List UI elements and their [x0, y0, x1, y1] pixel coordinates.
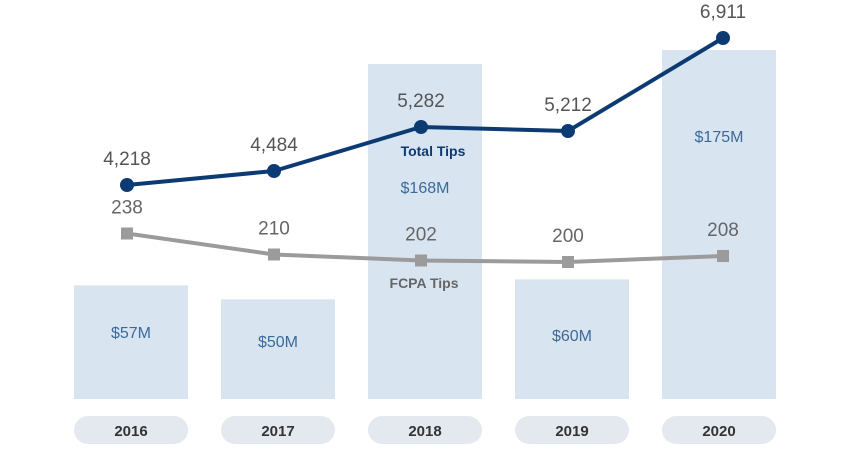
year-pill-2017: [221, 416, 335, 444]
total-tips-point-2016: [120, 178, 134, 192]
fcpa-tips-value-2020: 208: [707, 220, 739, 241]
fcpa-tips-value-2018: 202: [405, 225, 437, 246]
award-bar-2016: [74, 285, 188, 399]
award-bar-2017: [221, 299, 335, 399]
year-label-2016: 2016: [114, 423, 147, 440]
fcpa-tips-point-2018: [415, 254, 427, 267]
total-tips-value-2020: 6,911: [700, 2, 746, 23]
year-label-2018: 2018: [408, 423, 441, 440]
year-label-2020: 2020: [702, 423, 735, 440]
total-tips-value-2018: 5,282: [397, 91, 445, 112]
award-bar-2020: [662, 50, 776, 399]
total-tips-point-2017: [267, 164, 281, 178]
total-tips-point-2019: [561, 124, 575, 138]
fcpa-tips-series-label: FCPA Tips: [390, 275, 459, 291]
year-label-2017: 2017: [261, 423, 294, 440]
award-bar-label-2016: $57M: [111, 325, 151, 342]
fcpa-tips-value-2019: 200: [552, 226, 584, 247]
award-bar-label-2018: $168M: [401, 180, 450, 197]
fcpa-tips-value-2016: 238: [111, 198, 143, 219]
award-bars: $57M $50M $168M $60M $175M: [74, 50, 776, 400]
award-bar-label-2017: $50M: [258, 334, 298, 351]
year-axis: 2016 2017 2018 2019 2020: [74, 416, 776, 444]
award-bar-label-2019: $60M: [552, 328, 592, 345]
year-pill-2016: [74, 416, 188, 444]
fcpa-tips-point-2017: [268, 248, 280, 261]
fcpa-tips-value-2017: 210: [258, 219, 290, 240]
total-tips-value-2016: 4,218: [103, 149, 151, 170]
year-pill-2019: [515, 416, 629, 444]
total-tips-series: 4,218 4,484 5,282 5,212 6,911: [103, 2, 746, 192]
total-tips-point-2020: [716, 31, 730, 45]
award-bar-2019: [515, 279, 629, 399]
total-tips-value-2017: 4,484: [250, 135, 298, 156]
fcpa-tips-point-2019: [562, 256, 574, 268]
fcpa-tips-point-2020: [717, 250, 729, 262]
year-pill-2020: [662, 416, 776, 444]
award-bar-2018: [368, 63, 482, 400]
fcpa-tips-series: 238 210 202 200 208: [111, 198, 739, 268]
year-label-2019: 2019: [555, 423, 588, 440]
total-tips-point-2018: [414, 120, 428, 134]
award-bar-label-2020: $175M: [695, 129, 744, 146]
total-tips-value-2019: 5,212: [544, 95, 592, 116]
year-pill-2018: [368, 416, 482, 444]
total-tips-series-label: Total Tips: [401, 143, 466, 159]
fcpa-tips-point-2016: [121, 227, 133, 240]
